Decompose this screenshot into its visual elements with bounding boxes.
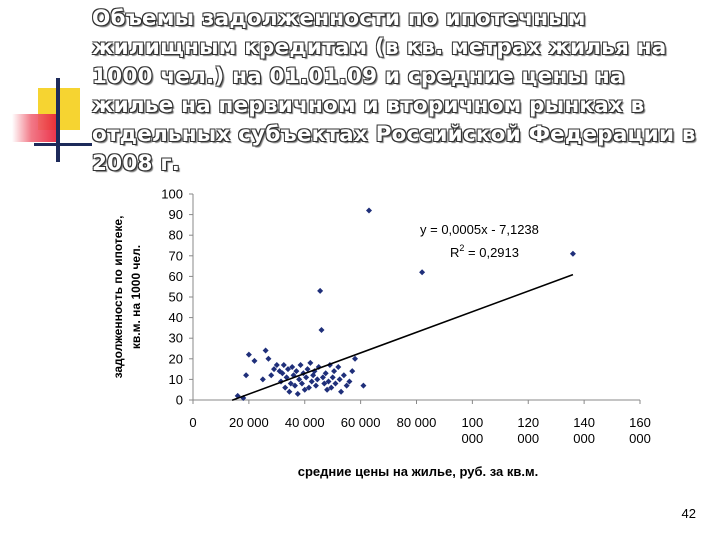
data-point [336,376,343,383]
data-point [343,382,350,389]
data-point [360,382,367,389]
y-tick-label: 80 [169,228,183,243]
x-tick-label: 80 000 [397,415,437,430]
data-point [294,390,301,397]
r2-label: R [450,245,459,260]
x-ticks: 0 20 000 40 000 60 000 80 000 100 000 120 000 140… [189,400,651,446]
x-tick-label: 140 000 [573,415,595,446]
data-point [251,357,258,364]
data-point [314,376,321,383]
data-point [319,374,326,381]
data-point [289,364,296,371]
data-point [301,386,308,393]
data-point [293,368,300,375]
data-point [307,359,314,366]
data-point [259,376,266,383]
y-axis-label-line2: кв.м. на 1000 чел. [129,245,143,349]
data-point [324,386,331,393]
y-axis-label-line1: задолженность по ипотеке, [111,216,125,379]
data-point [298,380,305,387]
data-point [329,374,336,381]
data-point [308,378,315,385]
data-point [271,366,278,373]
y-tick-label: 30 [169,331,183,346]
data-point [280,361,287,368]
data-point [291,382,298,389]
data-point [283,374,290,381]
data-point [305,384,312,391]
y-tick-label: 0 [176,393,183,408]
y-tick-label: 50 [169,290,183,305]
trendline-equation: y = 0,0005x - 7,1238 [420,222,539,237]
data-point [331,368,338,375]
data-point [346,378,353,385]
data-point [276,368,283,375]
x-tick-label: 40 000 [285,415,325,430]
data-point [322,370,329,377]
data-point [338,388,345,395]
data-point [340,372,347,379]
data-point [262,347,269,354]
page-number: 42 [681,506,696,521]
data-point [284,366,291,373]
data-point [290,372,297,379]
decor-horizontal-line [34,143,92,146]
y-tick-label: 40 [169,310,183,325]
x-tick-label: 0 [189,415,196,430]
slide-title: Объемы задолженности по ипотечным жилищн… [92,6,696,176]
scatter-chart: 0 10 20 30 40 50 60 70 80 90 100 0 20 000 40 000 60 0… [111,187,651,480]
x-tick-label: 60 000 [341,415,381,430]
data-point [325,378,332,385]
r2-value: = 0,2913 [464,245,519,260]
data-point [332,380,339,387]
x-axis-label: средние цены на жилье, руб. за кв.м. [298,464,538,479]
x-tick-label: 120 000 [517,415,539,446]
y-tick-label: 10 [169,372,183,387]
data-point [312,382,319,389]
x-tick-label: 20 000 [229,415,269,430]
data-point [318,326,325,333]
data-points [234,207,576,401]
data-point [328,384,335,391]
chart-axes [192,194,640,401]
data-point [297,361,304,368]
data-point [268,372,275,379]
data-point [366,207,373,214]
data-point [317,287,324,294]
r2-superscript: 2 [459,243,464,253]
data-point [265,355,272,362]
data-point [352,355,359,362]
data-point [419,269,426,276]
y-tick-label: 20 [169,351,183,366]
y-tick-label: 70 [169,248,183,263]
y-tick-label: 90 [169,207,183,222]
data-point [303,374,310,381]
x-tick-label: 100 000 [462,415,484,446]
y-tick-label: 100 [161,187,183,202]
data-point [243,372,250,379]
data-point [296,376,303,383]
data-point [349,368,356,375]
decor-vertical-line [56,78,60,162]
decor-red-bar [12,114,60,142]
data-point [286,388,293,395]
data-point [245,351,252,358]
data-point [569,250,576,257]
trendline-r-squared: R2 = 0,2913 [450,243,519,260]
y-ticks: 0 10 20 30 40 50 60 70 80 90 100 [161,187,193,408]
data-point [282,384,289,391]
y-tick-label: 60 [169,269,183,284]
data-point [273,361,280,368]
x-tick-label: 160 000 [629,415,651,446]
data-point [287,380,294,387]
trendline [231,273,574,402]
data-point [335,364,342,371]
data-point [321,380,328,387]
data-point [279,370,286,377]
data-point [304,366,311,373]
